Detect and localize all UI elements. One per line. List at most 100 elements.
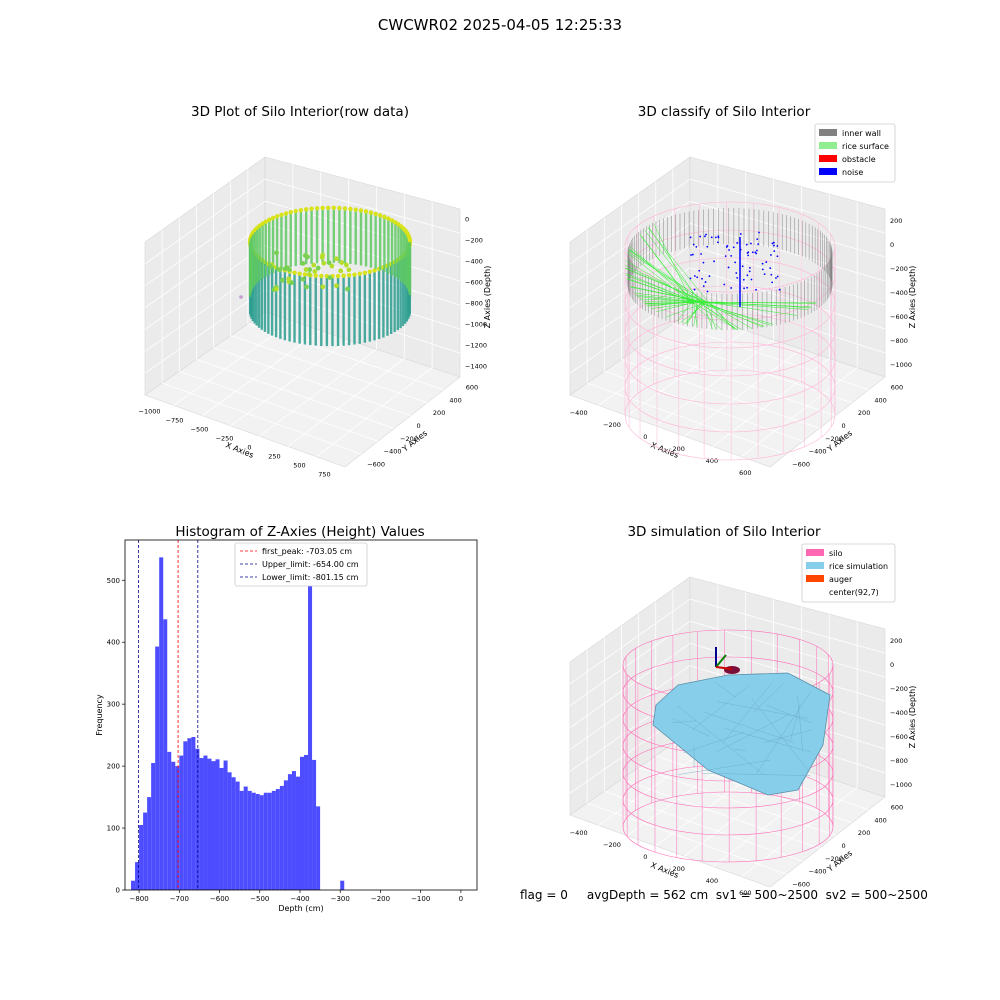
simulation-legend-label: rice simulation xyxy=(829,562,888,571)
raw-surface-point xyxy=(300,276,306,282)
simulation-rice-mesh xyxy=(722,681,774,744)
raw-wall-point xyxy=(279,212,284,218)
raw-surface-point xyxy=(284,265,290,271)
raw-surface-point xyxy=(312,269,318,274)
classify-noise-point xyxy=(704,235,706,238)
simulation-rice-mesh xyxy=(751,698,809,772)
classify-noise-point xyxy=(706,245,709,248)
simulation-rice-surface xyxy=(652,672,831,796)
histogram-bar xyxy=(259,795,264,890)
histogram-bar xyxy=(191,736,196,890)
classify-noise-point xyxy=(773,250,776,253)
raw-wall-point xyxy=(367,269,373,274)
classify-ztick: −200 xyxy=(890,265,908,273)
simulation-legend-swatch xyxy=(806,549,824,556)
classify-noise-point xyxy=(754,251,757,254)
simulation-ytick: −400 xyxy=(809,868,827,876)
raw-ytick: 200 xyxy=(433,409,445,417)
classify-legend-label: inner wall xyxy=(842,129,881,138)
classify-rice-ray xyxy=(626,278,696,303)
histogram-bar xyxy=(195,748,200,890)
classify-noise-point xyxy=(771,281,774,284)
classify-noise-point xyxy=(771,242,774,245)
raw-surface-point xyxy=(326,260,332,266)
simulation-rice-mesh xyxy=(703,711,794,743)
simulation-legend-swatch xyxy=(806,575,824,582)
histogram-bar xyxy=(179,755,184,890)
classify-rice-ray xyxy=(627,251,708,303)
raw-wall-point xyxy=(320,205,325,211)
classify-noise-point xyxy=(736,242,739,244)
classify-panel-title: 3D classify of Silo Interior xyxy=(637,104,811,120)
classify-noise-point xyxy=(716,241,719,244)
raw-ztick: −400 xyxy=(465,258,483,266)
simulation-rice-mesh xyxy=(733,748,746,751)
classify-rice-ray xyxy=(705,301,811,308)
histogram-xtick-label: −200 xyxy=(371,895,390,903)
classify-noise-point xyxy=(732,246,735,249)
classify-noise-point xyxy=(692,243,695,246)
status-footer: flag = 0 avgDepth = 562 cm sv1 = 500~250… xyxy=(520,888,928,902)
histogram-ytick-label: 200 xyxy=(107,763,120,771)
classify-noise-point xyxy=(776,245,779,247)
raw-wall-point xyxy=(352,272,357,277)
classify-noise-point xyxy=(691,253,694,256)
classify-noise-point xyxy=(723,283,726,286)
simulation-ztick: −400 xyxy=(890,709,908,717)
simulation-ztick: −1000 xyxy=(890,781,912,789)
raw-panel-title: 3D Plot of Silo Interior(row data) xyxy=(191,104,409,120)
raw-ztick: −1400 xyxy=(465,363,487,371)
classify-rice-ray xyxy=(656,301,696,313)
raw-xtick: 0 xyxy=(247,444,251,452)
simulation-ztick: 0 xyxy=(890,661,894,669)
classify-rice-ray xyxy=(625,260,697,303)
raw-surface-point xyxy=(345,286,350,292)
simulation-rice-mesh xyxy=(755,691,811,775)
classify-noise-point xyxy=(769,267,772,270)
raw-wall-point xyxy=(293,208,298,214)
raw-wall-point xyxy=(377,213,383,218)
histogram-bar xyxy=(175,766,180,890)
classify-rice-ray xyxy=(648,226,700,303)
histogram-bar xyxy=(135,862,140,890)
histogram-bar xyxy=(163,619,168,890)
simulation-ytick: 400 xyxy=(874,816,886,824)
classify-noise-point xyxy=(747,254,750,257)
histogram-bar xyxy=(295,776,300,890)
histogram-xlabel: Depth (cm) xyxy=(278,904,323,913)
classify-noise-point xyxy=(755,288,757,291)
histogram-bar xyxy=(199,758,204,890)
classify-noise-point xyxy=(735,272,738,274)
histogram-bar xyxy=(219,767,224,890)
raw-surface-point xyxy=(277,267,283,273)
histogram-bar xyxy=(255,793,260,890)
raw-ytick: 0 xyxy=(417,422,421,430)
classify-noise-point xyxy=(746,252,749,254)
simulation-xtick: 0 xyxy=(643,853,647,861)
classify-noise-point xyxy=(705,233,707,236)
raw-surface-point xyxy=(305,254,310,260)
simulation-legend-label: silo xyxy=(829,549,843,558)
histogram-bar xyxy=(291,771,296,890)
classify-noise-point xyxy=(717,235,720,238)
classify-rice-ray xyxy=(644,230,701,303)
simulation-axis-x xyxy=(715,666,733,670)
simulation-legend-swatch xyxy=(806,562,824,569)
classify-noise-point xyxy=(743,287,745,290)
classify-legend-swatch xyxy=(819,168,837,175)
classify-rice-ray xyxy=(697,301,742,330)
histogram-bar xyxy=(308,583,313,890)
classify-rice-ray xyxy=(676,301,693,322)
classify-rice-ray xyxy=(647,227,709,303)
classify-noise-point xyxy=(746,286,749,289)
simulation-zlabel: Z Axies (Depth) xyxy=(908,686,917,749)
classify-rice-ray xyxy=(699,301,771,326)
classify-rice-ray xyxy=(630,286,704,303)
classify-rice-ray xyxy=(666,301,708,318)
raw-wall-point xyxy=(348,206,353,212)
classify-ytick: −200 xyxy=(825,435,843,443)
classify-zlabel: Z Axies (Depth) xyxy=(908,266,917,329)
simulation-rice-mesh xyxy=(677,705,764,775)
